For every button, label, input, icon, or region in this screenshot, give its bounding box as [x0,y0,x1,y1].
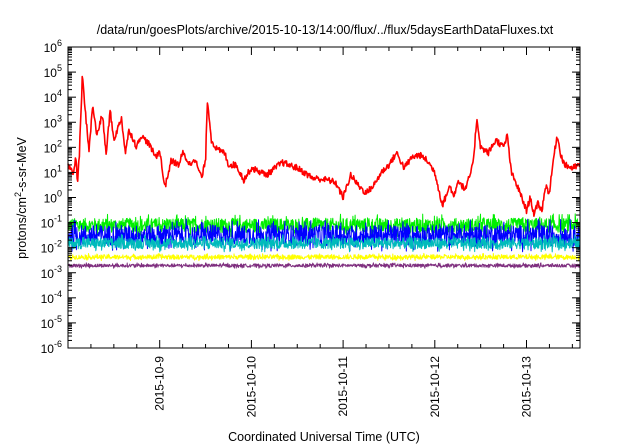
x-tick-label: 2015-10-10 [244,356,258,418]
series-line-5 [67,262,581,269]
plot-layer [67,75,581,269]
y-tick-label: 10-2 [41,239,62,256]
y-tick-label: 10-1 [41,214,62,231]
series-line-4 [67,252,581,262]
y-tick-label: 10-3 [41,264,62,281]
x-tick-label: 2015-10-9 [153,356,167,411]
y-tick-label: 103 [44,113,62,130]
chart-title: /data/run/goesPlots/archive/2015-10-13/1… [97,23,554,37]
y-tick-label: 10-4 [41,289,62,306]
y-axis-title-suffix: -s-sr-MeV [15,136,29,192]
y-axis-title: protons/cm2-s-sr-MeV [13,136,29,258]
x-tick-label: 2015-10-11 [336,356,350,417]
x-tick-label: 2015-10-13 [520,356,534,418]
y-tick-label: 10-6 [41,339,62,356]
y-tick-label: 106 [44,38,62,55]
y-tick-label: 100 [44,189,62,206]
y-tick-label: 10-5 [41,314,62,331]
series-line-0 [67,75,581,217]
x-tick-label: 2015-10-12 [428,356,442,418]
y-axis-title-prefix: protons/cm [15,197,29,259]
series-line-3 [67,234,581,253]
y-tick-label: 102 [44,138,62,155]
plot-frame [67,46,581,349]
series-line-1 [67,213,581,238]
y-tick-label: 104 [44,88,62,105]
y-tick-label: 105 [44,63,62,80]
axes-layer: 10-6 10-5 10-4 10-3 10-2 10-1 100 101 102 103 104 1… [41,38,580,417]
y-axis-title-sup: 2 [13,192,23,197]
x-axis-title: Coordinated Universal Time (UTC) [228,430,420,444]
y-tick-label: 101 [44,163,62,180]
